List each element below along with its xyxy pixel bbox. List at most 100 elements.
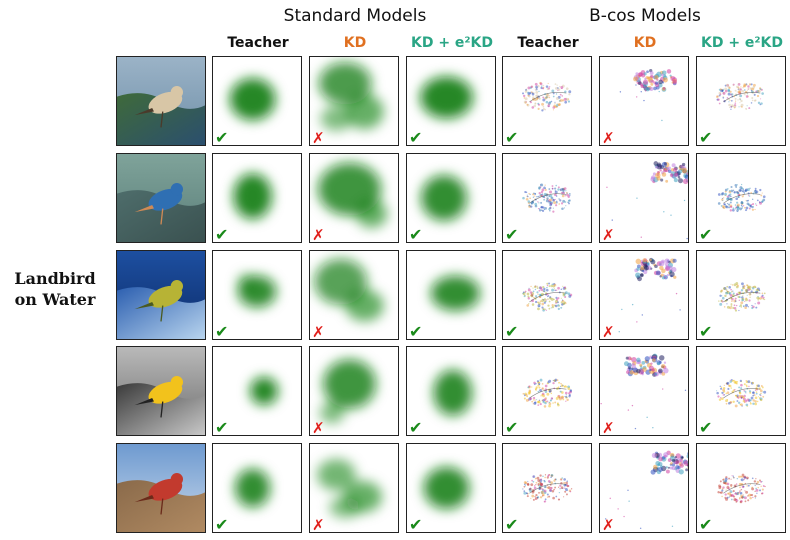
- cell-graphic: [522, 474, 573, 503]
- col-header-standard-teacher: Teacher: [227, 35, 289, 51]
- heatmap-standard-teacher: ✔: [212, 346, 302, 436]
- heatmap-standard-kd: ✗: [309, 153, 399, 243]
- correct-check-icon: ✔: [505, 322, 519, 340]
- explanation-bcos-e2kd: ✔: [696, 443, 786, 533]
- explanation-bcos-kd: ✗: [599, 56, 689, 146]
- photo-yellow-bird-on-water: [117, 251, 205, 339]
- cell-graphic: [717, 473, 766, 504]
- correct-check-icon: ✔: [505, 128, 519, 146]
- correct-check-icon: ✔: [699, 515, 713, 533]
- incorrect-cross-icon: ✗: [312, 516, 325, 533]
- input-image-yellow-bird-on-water: [116, 250, 206, 340]
- correct-check-icon: ✔: [409, 418, 423, 436]
- heatmap-standard-e2kd: ✔: [406, 346, 496, 436]
- photo-goldfinch-on-shore: [117, 347, 205, 435]
- cell-graphic: [716, 82, 764, 110]
- cell-graphic: [420, 76, 473, 119]
- incorrect-cross-icon: ✗: [602, 129, 615, 146]
- cell-graphic: [249, 376, 279, 406]
- cell-graphic: [430, 275, 481, 311]
- incorrect-cross-icon: ✗: [602, 516, 615, 533]
- standard-models-title: Standard Models: [283, 6, 427, 26]
- explanation-bcos-teacher: ✔: [502, 443, 592, 533]
- cell-graphic: [318, 62, 384, 131]
- cell-graphic: [600, 353, 687, 430]
- cell-graphic: [619, 68, 678, 122]
- cell-graphic: [317, 162, 388, 228]
- explanation-bcos-e2kd: ✔: [696, 56, 786, 146]
- bcos-models-title: B-cos Models: [589, 6, 701, 26]
- heatmap-standard-teacher: ✔: [212, 250, 302, 340]
- explanation-bcos-teacher: ✔: [502, 250, 592, 340]
- correct-check-icon: ✔: [699, 322, 713, 340]
- input-image-blue-bird-on-branch: [116, 153, 206, 243]
- cell-graphic: [606, 161, 688, 240]
- explanation-bcos-teacher: ✔: [502, 346, 592, 436]
- correct-check-icon: ✔: [699, 225, 713, 243]
- heatmap-standard-e2kd: ✔: [406, 250, 496, 340]
- correct-check-icon: ✔: [215, 418, 229, 436]
- cell-graphic: [716, 378, 767, 408]
- correct-check-icon: ✔: [215, 225, 229, 243]
- correct-check-icon: ✔: [505, 515, 519, 533]
- col-header-bcos-e2kd: KD + e²KD: [700, 35, 784, 51]
- cell-graphic: [314, 258, 384, 322]
- explanation-bcos-e2kd: ✔: [696, 250, 786, 340]
- correct-check-icon: ✔: [505, 225, 519, 243]
- explanation-bcos-e2kd: ✔: [696, 153, 786, 243]
- cell-graphic: [433, 369, 473, 416]
- explanation-bcos-kd: ✗: [599, 346, 689, 436]
- incorrect-cross-icon: ✗: [312, 226, 325, 243]
- heatmap-standard-e2kd: ✔: [406, 56, 496, 146]
- cell-graphic: [233, 173, 272, 220]
- correct-check-icon: ✔: [699, 418, 713, 436]
- incorrect-cross-icon: ✗: [602, 226, 615, 243]
- heatmap-standard-kd: ✗: [309, 443, 399, 533]
- row-label: Landbird on Water: [0, 268, 110, 310]
- correct-check-icon: ✔: [409, 128, 423, 146]
- correct-check-icon: ✔: [409, 515, 423, 533]
- heatmap-standard-teacher: ✔: [212, 56, 302, 146]
- explanation-bcos-kd: ✗: [599, 443, 689, 533]
- cell-graphic: [317, 458, 383, 518]
- cell-graphic: [423, 466, 470, 510]
- input-image-red-bird-on-beach: [116, 443, 206, 533]
- photo-red-bird-on-beach: [117, 444, 205, 532]
- cell-graphic: [618, 257, 681, 333]
- cell-graphic: [421, 175, 467, 221]
- cell-graphic: [522, 378, 573, 408]
- correct-check-icon: ✔: [409, 225, 423, 243]
- row-label-line-1: Landbird: [14, 269, 96, 288]
- correct-check-icon: ✔: [505, 418, 519, 436]
- input-image-bird-on-cliff: [116, 56, 206, 146]
- explanation-bcos-teacher: ✔: [502, 56, 592, 146]
- incorrect-cross-icon: ✗: [312, 129, 325, 146]
- cell-graphic: [237, 273, 277, 308]
- correct-check-icon: ✔: [215, 322, 229, 340]
- cell-graphic: [717, 183, 766, 213]
- heatmap-standard-kd: ✗: [309, 346, 399, 436]
- incorrect-cross-icon: ✗: [312, 323, 325, 340]
- cell-graphic: [522, 183, 571, 213]
- cell-graphic: [229, 78, 276, 121]
- heatmap-standard-e2kd: ✔: [406, 153, 496, 243]
- heatmap-standard-kd: ✗: [309, 250, 399, 340]
- col-header-standard-e2kd: KD + e²KD: [410, 35, 494, 51]
- incorrect-cross-icon: ✗: [602, 323, 615, 340]
- col-header-bcos-kd: KD: [633, 35, 657, 51]
- cell-graphic: [522, 81, 572, 112]
- row-label-line-2: on Water: [14, 290, 96, 309]
- col-header-bcos-teacher: Teacher: [517, 35, 579, 51]
- correct-check-icon: ✔: [215, 128, 229, 146]
- photo-blue-bird-on-branch: [117, 154, 205, 242]
- explanation-bcos-kd: ✗: [599, 153, 689, 243]
- cell-graphic: [718, 282, 766, 312]
- cell-graphic: [604, 450, 688, 530]
- heatmap-standard-e2kd: ✔: [406, 443, 496, 533]
- correct-check-icon: ✔: [409, 322, 423, 340]
- heatmap-standard-teacher: ✔: [212, 443, 302, 533]
- col-header-standard-kd: KD: [343, 35, 367, 51]
- explanation-bcos-teacher: ✔: [502, 153, 592, 243]
- correct-check-icon: ✔: [699, 128, 713, 146]
- cell-graphic: [522, 282, 573, 312]
